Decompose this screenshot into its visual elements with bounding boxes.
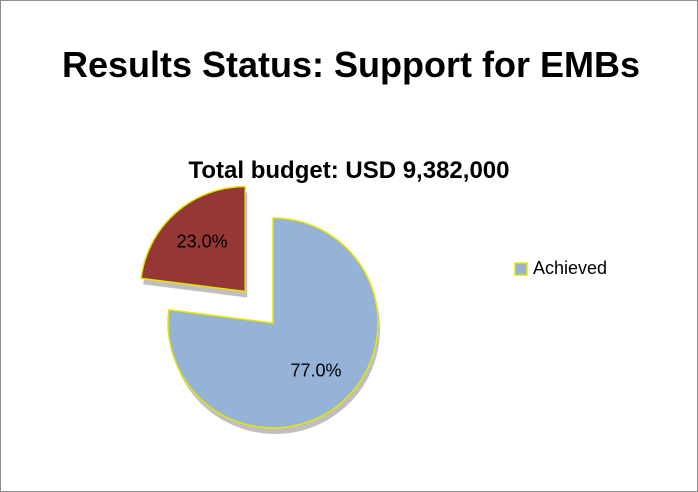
- data-label: 23.0%: [177, 231, 228, 251]
- legend-swatch: [514, 262, 528, 276]
- data-label: 77.0%: [291, 361, 342, 381]
- chart-subtitle: Total budget: USD 9,382,000: [188, 157, 510, 184]
- legend-label: Achieved: [533, 258, 607, 278]
- pie-slice: [167, 217, 379, 429]
- pie-slice: [140, 185, 246, 293]
- chart-title: Results Status: Support for EMBs: [61, 44, 641, 85]
